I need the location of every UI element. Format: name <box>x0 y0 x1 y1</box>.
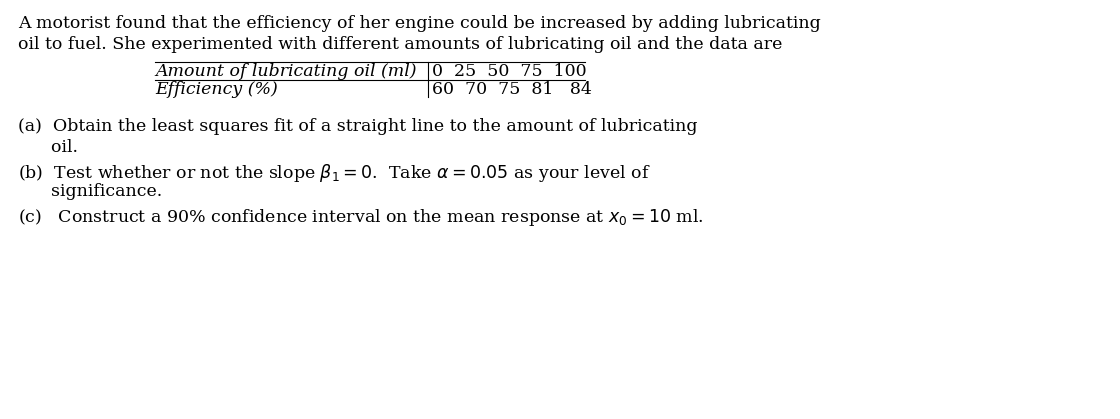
Text: A motorist found that the efficiency of her engine could be increased by adding : A motorist found that the efficiency of … <box>18 15 821 32</box>
Text: (b)  Test whether or not the slope $\beta_1 = 0$.  Take $\alpha = 0.05$ as your : (b) Test whether or not the slope $\beta… <box>18 162 651 184</box>
Text: 0  25  50  75  100: 0 25 50 75 100 <box>432 63 587 80</box>
Text: Amount of lubricating oil (ml): Amount of lubricating oil (ml) <box>155 63 417 80</box>
Text: significance.: significance. <box>18 183 162 200</box>
Text: 60  70  75  81   84: 60 70 75 81 84 <box>432 81 591 98</box>
Text: (c)   Construct a 90% confidence interval on the mean response at $x_0 = 10$ ml.: (c) Construct a 90% confidence interval … <box>18 207 703 228</box>
Text: (a)  Obtain the least squares fit of a straight line to the amount of lubricatin: (a) Obtain the least squares fit of a st… <box>18 118 698 135</box>
Text: oil to fuel. She experimented with different amounts of lubricating oil and the : oil to fuel. She experimented with diffe… <box>18 36 783 53</box>
Text: Efficiency (%): Efficiency (%) <box>155 81 278 98</box>
Text: oil.: oil. <box>18 139 78 156</box>
